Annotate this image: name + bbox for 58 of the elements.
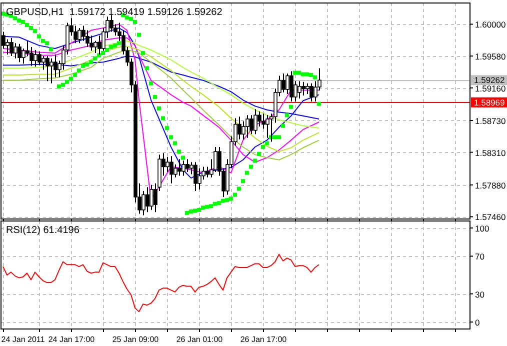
y-tick-label: 1.59580 (475, 52, 506, 62)
candlestick (290, 70, 294, 102)
x-tick-label: 26 Jan 01:00 (176, 335, 224, 344)
candlestick (310, 82, 314, 102)
candlestick (110, 14, 114, 32)
candlestick (14, 42, 18, 59)
candlestick (170, 156, 174, 184)
candlestick (246, 114, 250, 138)
candlestick (194, 162, 198, 192)
candlestick (282, 72, 286, 93)
candlestick (50, 58, 54, 84)
candlestick (46, 56, 50, 82)
ref-line-label: 1.58969 (474, 97, 505, 108)
candlestick (146, 186, 150, 213)
candlestick (38, 51, 42, 66)
candlestick (78, 28, 82, 44)
candlestick (306, 82, 310, 94)
y-tick-label: 1.58730 (475, 116, 506, 126)
candlestick (250, 114, 254, 135)
x-tick-label: 25 Jan 09:00 (112, 335, 160, 344)
candlestick (178, 158, 182, 176)
candlestick (34, 49, 38, 68)
candlestick (186, 158, 190, 173)
candlestick (238, 116, 242, 140)
candlestick (286, 72, 290, 94)
y-tick-label: 1.57460 (475, 212, 506, 222)
x-tick-label: 24 Jan 2011 (1, 335, 46, 344)
y-tick-label: 30 (475, 289, 485, 300)
candlestick (258, 110, 262, 128)
candlestick (302, 81, 306, 96)
y-tick-label: 0 (475, 318, 480, 328)
candlestick (182, 160, 186, 176)
y-tick-label: 1.59160 (475, 83, 506, 94)
candlestick (198, 168, 202, 190)
candlestick (206, 166, 210, 178)
y-tick-label: 100 (475, 223, 490, 234)
candlestick (42, 56, 46, 70)
candlestick (18, 43, 22, 63)
candlestick (254, 108, 258, 135)
candlestick (262, 113, 266, 130)
candlestick (266, 114, 270, 138)
candlestick (98, 35, 102, 56)
y-tick-label: 70 (475, 252, 485, 262)
candlestick (86, 30, 90, 48)
candlestick (298, 80, 302, 99)
x-tick-label: 26 Jan 17:00 (240, 335, 288, 344)
candlestick (10, 37, 14, 57)
line-series (2, 254, 320, 312)
y-tick-label: 1.60000 (475, 20, 506, 30)
candlestick (166, 156, 170, 173)
chart-title: RSI(12) 61.4196 (6, 225, 80, 236)
y-tick-label: 1.58310 (475, 148, 506, 158)
candlestick (6, 38, 10, 56)
ref-line-label: 1.59262 (474, 75, 505, 86)
chart-title: GBPUSD,H1 1.59172 1.59419 1.59126 1.59262 (6, 7, 223, 18)
y-tick-label: 1.57880 (475, 180, 506, 190)
candlestick (150, 184, 154, 210)
x-tick-label: 24 Jan 17:00 (48, 335, 96, 344)
